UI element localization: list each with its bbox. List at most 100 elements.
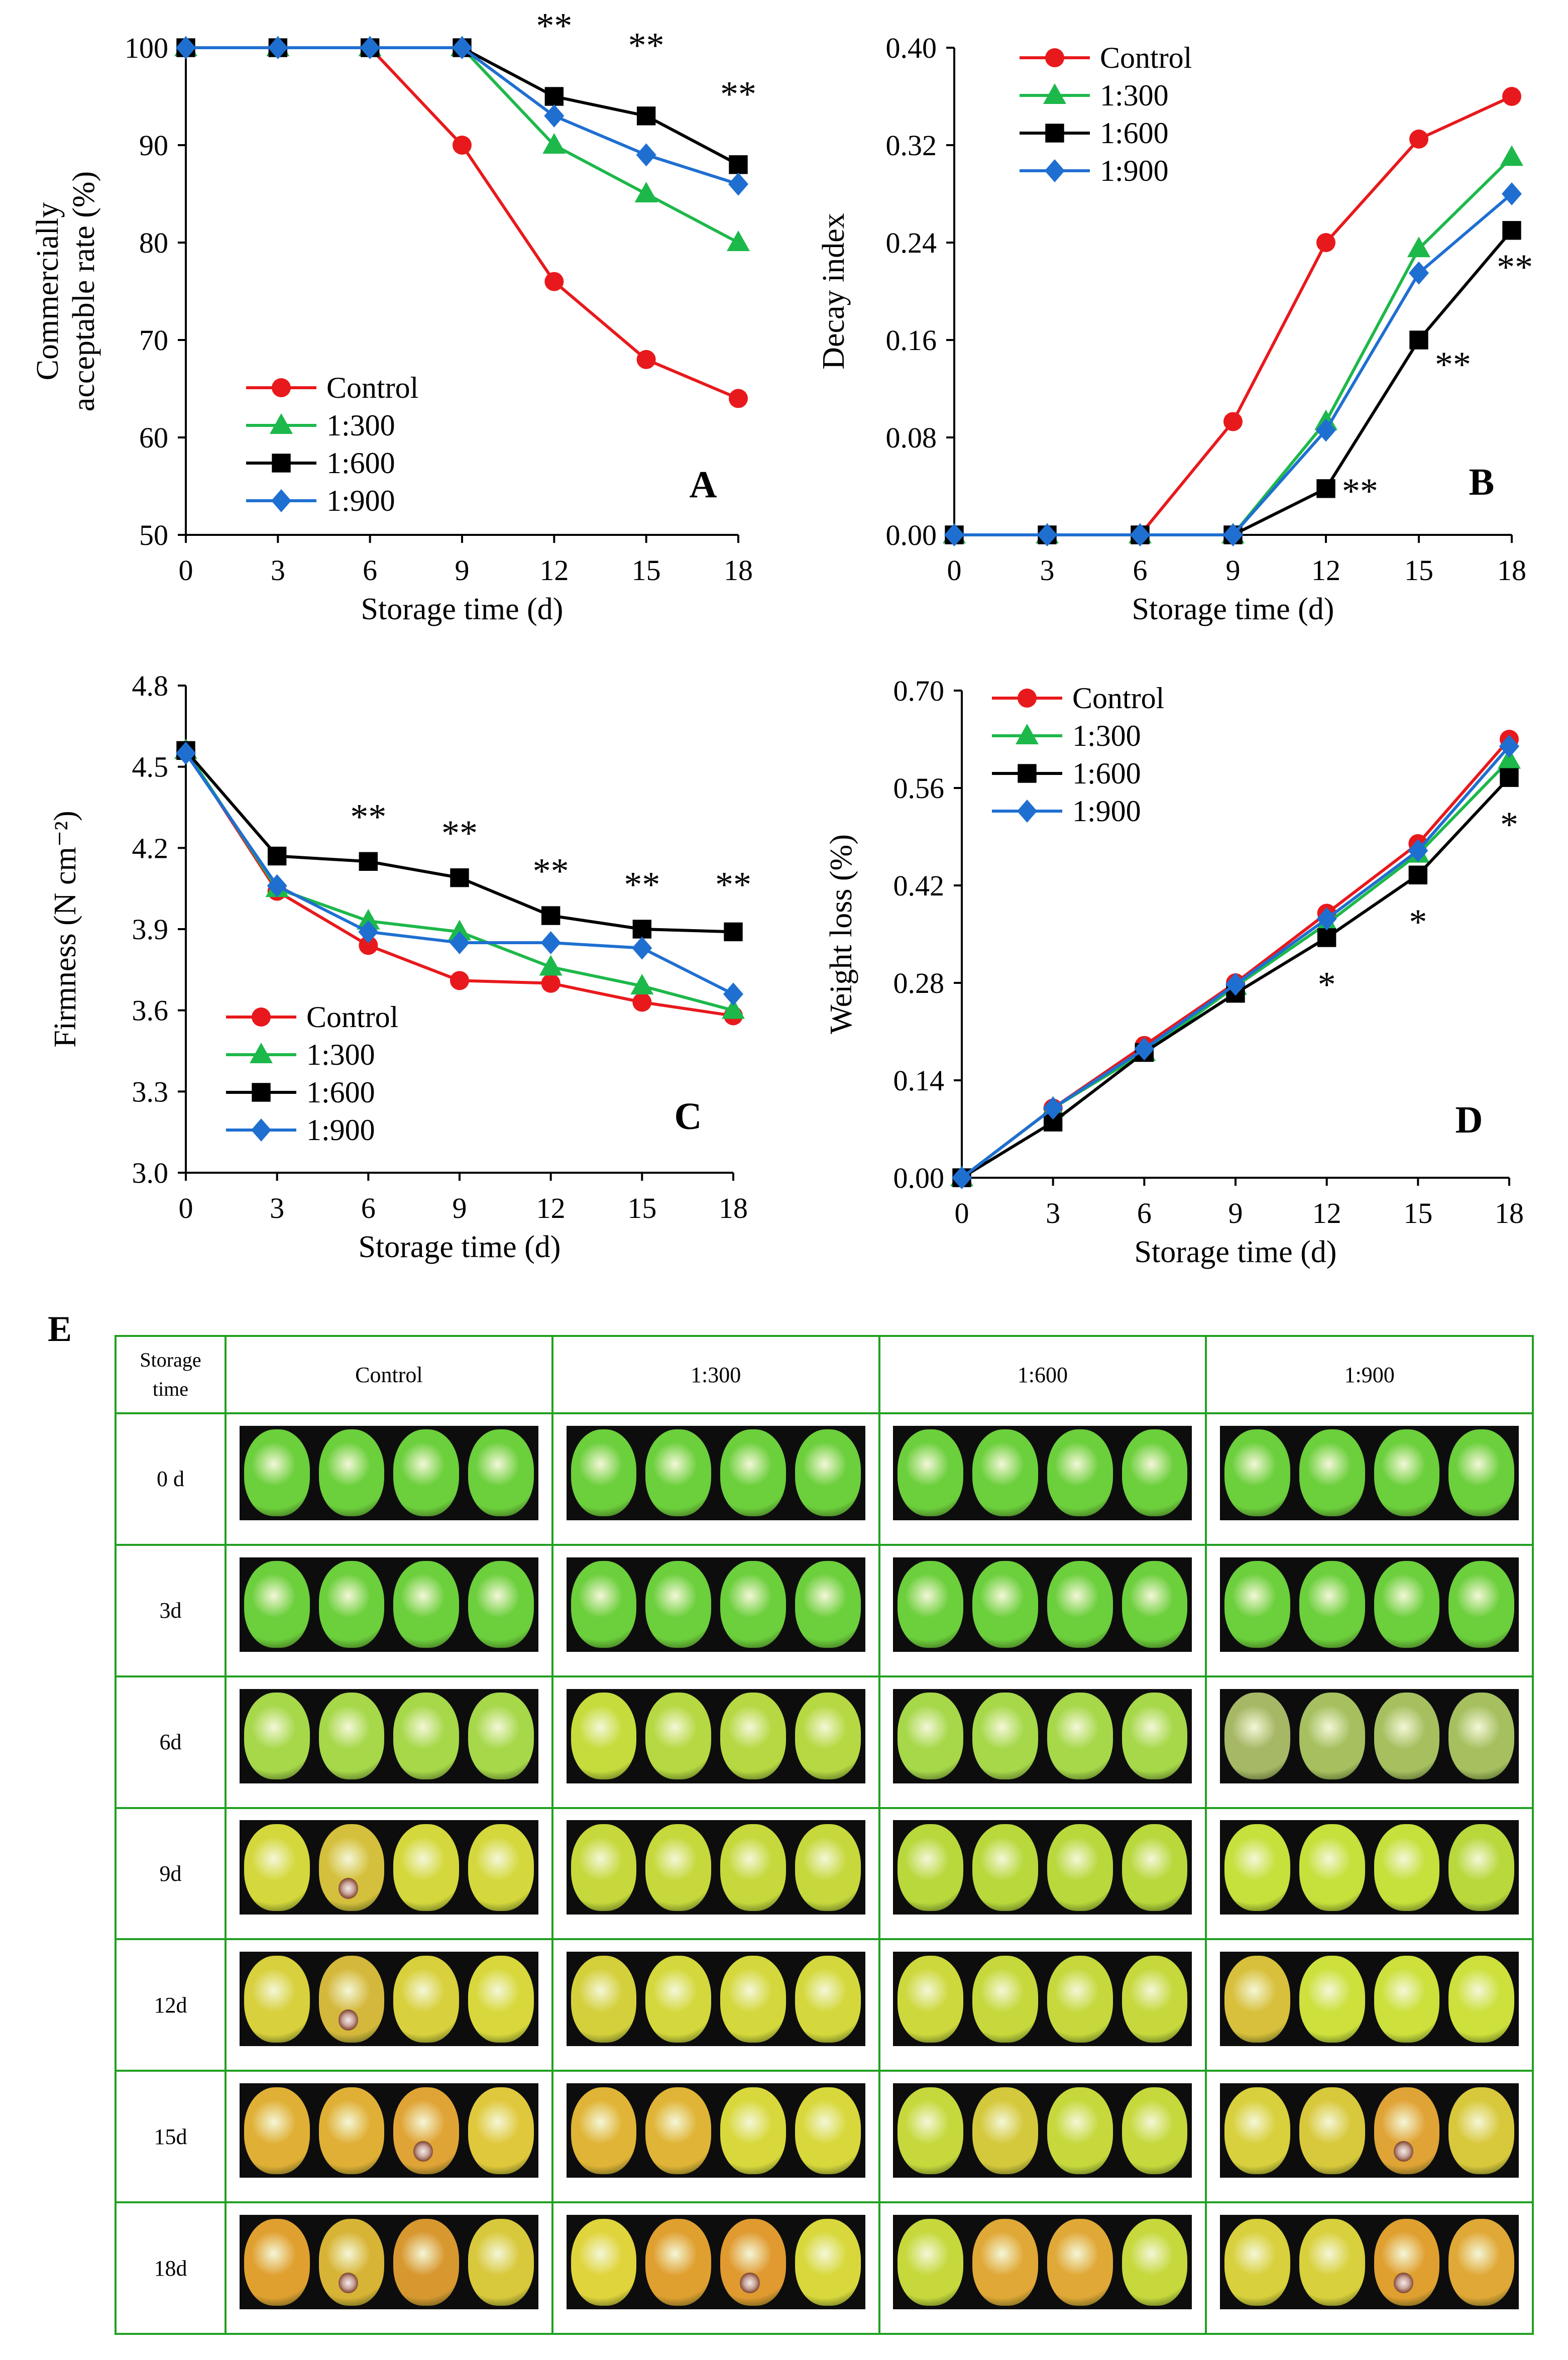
- fruit: [972, 1429, 1038, 1517]
- legend-marker: [1018, 689, 1037, 708]
- storage-time-header-line1: Storage: [140, 1348, 201, 1371]
- significance-mark: *: [1318, 965, 1336, 1005]
- data-point-1-600: [359, 852, 378, 871]
- legend-label: 1:600: [1100, 117, 1169, 150]
- y-tick-label: 3.0: [132, 1157, 169, 1189]
- x-tick-label: 9: [455, 554, 470, 587]
- data-point-1-900: [176, 741, 196, 765]
- data-point-control: [1316, 233, 1335, 252]
- data-point-1-900: [728, 172, 748, 196]
- data-point-1-600: [632, 920, 652, 939]
- fruit: [318, 1955, 385, 2043]
- data-point-1-900: [1043, 1096, 1063, 1120]
- photo-cell-1-600: [878, 1675, 1207, 1809]
- data-point-1-300: [448, 920, 471, 941]
- significance-mark: **: [715, 864, 751, 905]
- data-point-control: [1409, 129, 1428, 149]
- column-header-1-600: 1:600: [878, 1335, 1207, 1414]
- x-tick-label: 3: [271, 554, 285, 587]
- x-axis-label: Storage time (d): [1132, 592, 1334, 626]
- legend-marker: [252, 1007, 271, 1027]
- photo-cell-1-300: [551, 1807, 880, 1941]
- chart-panel-d: 0.00 0.14 0.28 0.42 0.56 0.70 0 3 6 9 12 15 18 Storag…: [824, 675, 1524, 1269]
- fruit: [571, 1561, 637, 1648]
- x-tick-label: 18: [1495, 1197, 1524, 1229]
- y-tick-label: 0.16: [886, 324, 937, 357]
- data-point-1-900: [360, 36, 380, 59]
- fruit: [972, 1955, 1038, 2043]
- fruit: [645, 2087, 712, 2174]
- fruit: [1374, 1429, 1440, 1517]
- fruit: [571, 2087, 637, 2174]
- data-point-1-600: [541, 906, 561, 925]
- fruit: [720, 2218, 786, 2306]
- data-point-1-900: [952, 1166, 972, 1189]
- fruit: [1047, 2218, 1113, 2306]
- significance-mark: **: [1435, 345, 1471, 385]
- column-header-control: Control: [225, 1335, 553, 1414]
- x-tick-label: 0: [955, 1197, 969, 1229]
- fruit: [318, 2087, 385, 2174]
- fruit: [1047, 1693, 1113, 1780]
- fruit: [1374, 1955, 1440, 2043]
- fruit-photo: [1220, 2215, 1519, 2310]
- fruit: [645, 1693, 712, 1780]
- x-tick-label: 9: [453, 1192, 467, 1224]
- fruit: [1299, 1824, 1365, 1911]
- x-tick-label: 3: [270, 1192, 284, 1224]
- y-tick-label: 3.3: [132, 1075, 169, 1108]
- x-tick-label: 9: [1226, 554, 1241, 587]
- fruit: [1224, 1561, 1290, 1648]
- y-tick-label: 0.08: [886, 421, 937, 454]
- data-point-1-900: [544, 104, 565, 128]
- y-tick-label: 0.40: [886, 32, 937, 64]
- fruit: [468, 1955, 534, 2043]
- x-tick-label: 15: [627, 1192, 656, 1224]
- fruit-photo: [893, 1952, 1192, 2047]
- fruit-photo: [893, 2215, 1192, 2310]
- storage-time-header-line2: time: [152, 1378, 189, 1400]
- photo-row: 0 d: [115, 1412, 1534, 1546]
- photo-cell-1-300: [551, 2070, 880, 2204]
- fruit: [898, 2218, 964, 2306]
- fruit: [720, 1955, 786, 2043]
- photo-cell-1-600: [878, 1412, 1207, 1546]
- y-tick-label: 50: [139, 519, 168, 551]
- fruit: [795, 1561, 861, 1648]
- photo-cell-1-300: [551, 1938, 880, 2072]
- photo-grid-body: 0 d 3d 6d 9d 12d 15d 18d: [115, 1412, 1534, 2335]
- fruit: [393, 1955, 460, 2043]
- data-point-1-300: [1498, 748, 1521, 769]
- row-label: 12d: [115, 1938, 227, 2072]
- photo-cell-1-600: [878, 1938, 1207, 2072]
- y-tick-label: 0.00: [886, 519, 937, 551]
- fruit: [1224, 1429, 1290, 1517]
- series-1-900: [176, 741, 743, 1006]
- fruit: [571, 2218, 637, 2306]
- data-point-1-900: [450, 931, 470, 954]
- data-point-control: [1223, 412, 1243, 431]
- row-label: 15d: [115, 2070, 227, 2204]
- legend-marker: [252, 1083, 271, 1102]
- fruit-photo: [893, 1425, 1192, 1520]
- significance-mark: **: [624, 864, 660, 905]
- fruit: [1122, 2218, 1188, 2306]
- fruit: [393, 2087, 460, 2174]
- data-point-1-900: [1037, 523, 1057, 546]
- fruit: [720, 1693, 786, 1780]
- fruit-photo: [239, 2215, 538, 2310]
- photo-row: 6d: [115, 1675, 1534, 1809]
- photo-grid-header: Storage time Control 1:300 1:600 1:900: [115, 1335, 1534, 1414]
- y-tick-label: 70: [139, 324, 168, 357]
- photo-cell-1-900: [1205, 1938, 1534, 2072]
- legend-marker: [251, 1118, 271, 1142]
- data-point-control: [359, 936, 378, 955]
- x-axis-label: Storage time (d): [361, 592, 564, 626]
- legend-marker: [1017, 800, 1037, 823]
- x-tick-label: 18: [719, 1192, 748, 1224]
- legend: Control 1:300 1:600 1:900: [246, 371, 418, 517]
- x-tick-label: 15: [1403, 1197, 1432, 1229]
- data-point-1-900: [1225, 972, 1246, 996]
- y-tick-label: 0.24: [886, 227, 937, 259]
- fruit: [244, 1561, 310, 1648]
